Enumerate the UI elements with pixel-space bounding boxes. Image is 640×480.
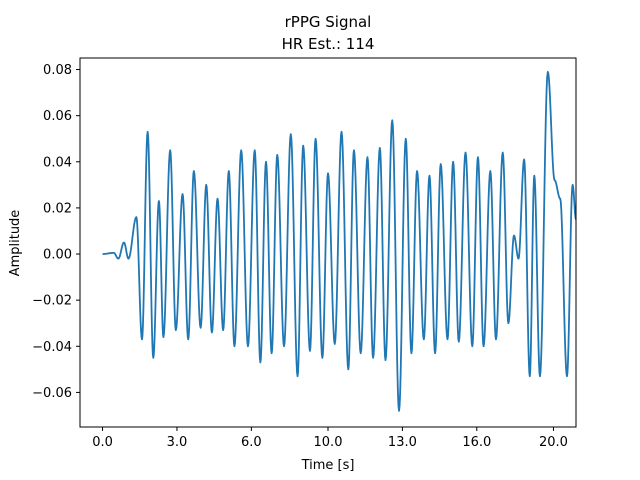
plot-frame xyxy=(79,57,577,428)
x-tick-label: 16.0 xyxy=(462,435,491,450)
y-tick-label: −0.02 xyxy=(32,294,72,309)
chart-subtitle: HR Est.: 114 xyxy=(282,35,375,53)
y-tick-label: 0.00 xyxy=(43,248,72,263)
y-tick-label: −0.04 xyxy=(32,340,72,355)
signal-line xyxy=(102,70,577,412)
y-tick-label: 0.06 xyxy=(43,109,72,124)
x-tick-label: 3.0 xyxy=(167,435,188,450)
x-tick-label: 10.0 xyxy=(314,435,343,450)
y-tick-label: 0.02 xyxy=(43,201,72,216)
x-tick-label: 20.0 xyxy=(539,435,568,450)
x-tick-label: 6.0 xyxy=(241,435,262,450)
x-axis-label: Time [s] xyxy=(301,458,355,473)
y-axis-label: Amplitude xyxy=(8,210,23,277)
x-axis: 0.0 3.0 6.0 10.0 13.0 16.0 20.0 xyxy=(92,427,568,450)
y-axis: −0.06 −0.04 −0.02 0.00 0.02 0.04 0.06 0.08 xyxy=(32,63,80,401)
x-tick-label: 13.0 xyxy=(388,435,417,450)
chart-title: rPPG Signal xyxy=(285,13,372,31)
y-tick-label: 0.04 xyxy=(43,155,72,170)
x-tick-label: 0.0 xyxy=(92,435,113,450)
y-tick-label: −0.06 xyxy=(32,386,72,401)
y-tick-label: 0.08 xyxy=(43,63,72,78)
